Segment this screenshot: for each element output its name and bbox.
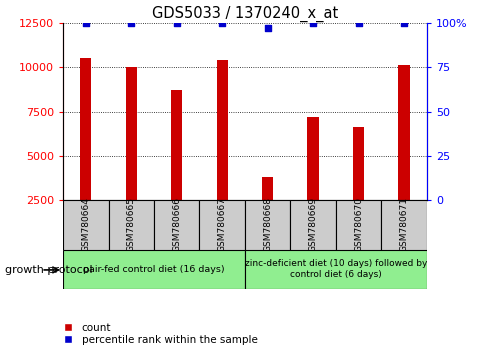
Bar [108,200,153,250]
Bar [397,65,409,244]
Text: GSM780671: GSM780671 [399,197,408,252]
Bar [153,200,199,250]
Point [218,20,226,26]
Point [127,20,135,26]
Title: GDS5033 / 1370240_x_at: GDS5033 / 1370240_x_at [151,5,337,22]
Point [399,20,407,26]
Bar [290,200,335,250]
Text: pair-fed control diet (16 days): pair-fed control diet (16 days) [83,264,225,274]
Point [82,20,90,26]
Text: GSM780669: GSM780669 [308,197,317,252]
Bar [216,60,227,244]
Bar [199,200,244,250]
Text: GSM780667: GSM780667 [217,197,226,252]
Bar [307,117,318,244]
Bar [80,58,91,244]
Text: GSM780670: GSM780670 [353,197,363,252]
Text: GSM780668: GSM780668 [263,197,272,252]
Bar [244,250,426,289]
Point [172,20,180,26]
Bar [352,127,363,244]
Text: GSM780664: GSM780664 [81,197,90,252]
Bar [244,200,290,250]
Text: growth protocol: growth protocol [5,265,92,275]
Bar [63,200,108,250]
Point [354,20,362,26]
Bar [63,250,244,289]
Point [263,25,271,31]
Bar [125,67,136,244]
Bar [335,200,380,250]
Bar [171,90,182,244]
Point [309,20,317,26]
Text: GSM780665: GSM780665 [126,197,136,252]
Text: zinc-deficient diet (10 days) followed by
control diet (6 days): zinc-deficient diet (10 days) followed b… [244,259,426,279]
Legend: count, percentile rank within the sample: count, percentile rank within the sample [54,318,261,349]
Bar [261,177,273,244]
Bar [380,200,426,250]
Text: GSM780666: GSM780666 [172,197,181,252]
